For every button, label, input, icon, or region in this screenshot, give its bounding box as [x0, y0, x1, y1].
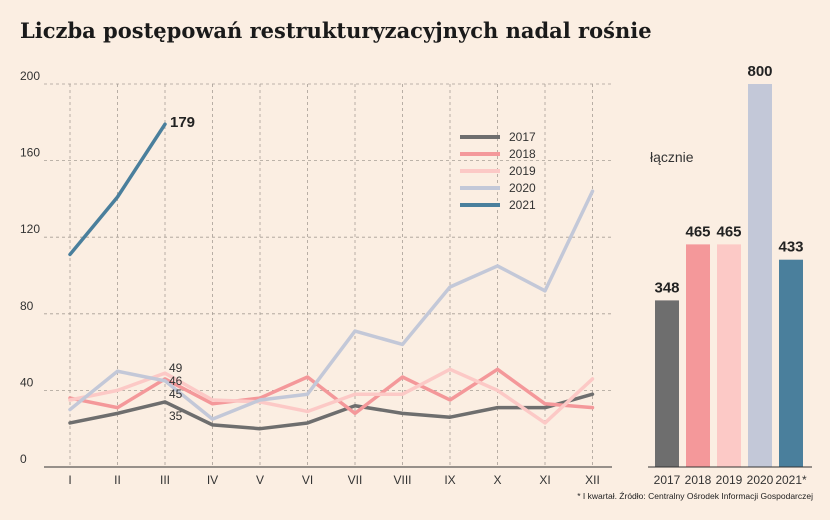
legend-label: 2020 — [509, 181, 536, 195]
series-line-2017 — [68, 392, 595, 431]
x-tick-label: IV — [207, 473, 218, 487]
legend-label: 2018 — [509, 147, 536, 161]
bar-2021* — [779, 259, 803, 467]
y-tick-label: 120 — [20, 222, 40, 236]
data-label: 46 — [169, 374, 183, 388]
series-line-2019 — [68, 367, 595, 425]
x-tick-label: VIII — [393, 473, 411, 487]
bar-chart-title: łącznie — [650, 149, 694, 165]
x-tick-label: V — [256, 473, 264, 487]
footnote: * I kwartał. Źródło: Centralny Ośrodek I… — [577, 491, 813, 501]
bar-category-label: 2018 — [685, 473, 712, 487]
data-label: 35 — [169, 409, 183, 423]
total-bar-chart: łącznie 348 2017 465 2018 465 2019 800 2020 433 20… — [648, 63, 812, 487]
bar-value-label: 465 — [685, 223, 710, 240]
y-tick-label: 200 — [20, 69, 40, 83]
bar-2019 — [717, 244, 741, 467]
x-tick-label: IX — [444, 473, 455, 487]
legend-label: 2021 — [509, 198, 536, 212]
data-label: 49 — [169, 361, 183, 375]
x-tick-label: I — [68, 473, 71, 487]
x-tick-label: VI — [302, 473, 313, 487]
y-tick-label: 0 — [20, 452, 27, 466]
bar-category-label: 2020 — [747, 473, 774, 487]
bar-value-label: 433 — [778, 239, 803, 256]
y-tick-label: 160 — [20, 146, 40, 160]
x-tick-label: XI — [539, 473, 550, 487]
bar-2017 — [655, 300, 679, 467]
series-line-2018 — [68, 367, 595, 416]
bar-category-label: 2017 — [654, 473, 681, 487]
series-line-2020 — [68, 189, 595, 421]
bar-category-label: 2019 — [716, 473, 743, 487]
y-tick-label: 80 — [20, 299, 34, 313]
bar-value-label: 465 — [716, 223, 741, 240]
data-label: 179 — [170, 114, 195, 131]
y-tick-label: 40 — [20, 375, 34, 389]
chart-title: Liczba postępowań restrukturyzacyjnych n… — [20, 18, 652, 43]
x-tick-label: II — [114, 473, 121, 487]
bar-2020 — [748, 84, 772, 467]
series-line-2021 — [68, 122, 167, 257]
bar-2018 — [686, 244, 710, 467]
x-tick-label: XII — [585, 473, 600, 487]
bar-value-label: 348 — [654, 279, 679, 296]
x-tick-label: III — [160, 473, 170, 487]
data-label: 45 — [169, 387, 183, 401]
x-tick-label: X — [493, 473, 501, 487]
legend-label: 2019 — [509, 164, 536, 178]
legend-label: 2017 — [509, 130, 536, 144]
bar-category-label: 2021* — [775, 473, 807, 487]
bar-value-label: 800 — [747, 63, 772, 80]
x-tick-label: VII — [348, 473, 363, 487]
